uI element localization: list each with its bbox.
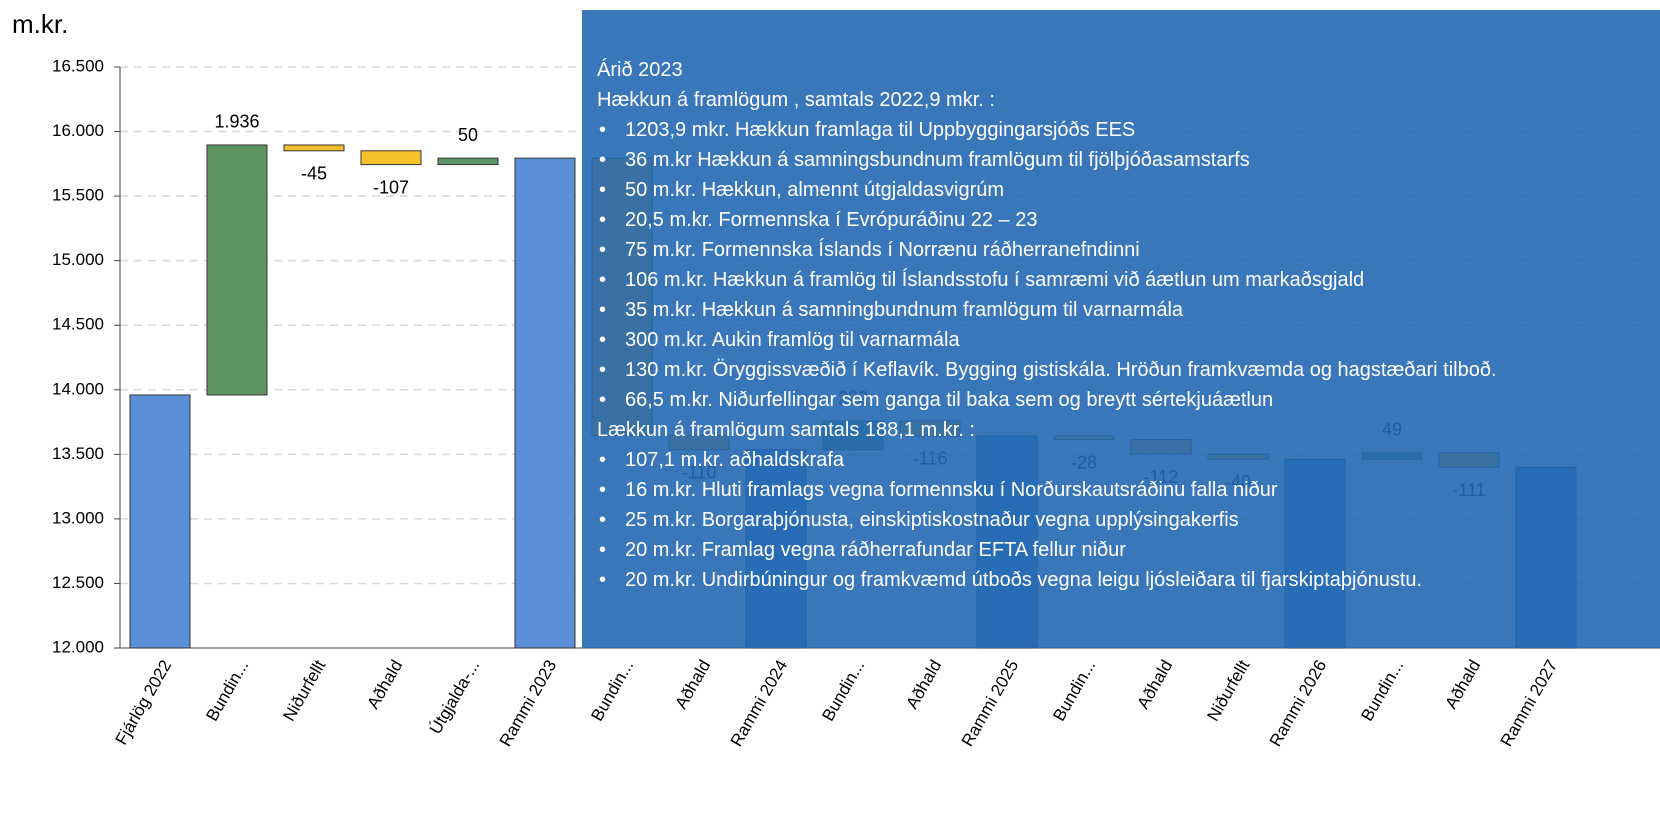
note-item: 107,1 m.kr. aðhaldskrafa: [599, 445, 1640, 475]
note-item: 130 m.kr. Öryggissvæðið í Keflavík. Bygg…: [599, 355, 1640, 385]
bar: [514, 157, 576, 649]
notes-title: Árið 2023: [597, 59, 683, 81]
x-tick-label: Rammi 2026: [1266, 657, 1331, 750]
value-label: 50: [458, 125, 478, 145]
y-tick-label: 15.000: [52, 250, 104, 269]
y-tick-label: 16.500: [52, 56, 104, 75]
y-tick-label: 13.000: [52, 508, 104, 527]
y-axis-title: m.kr.: [12, 9, 68, 39]
x-tick-label: Bundin...: [1357, 657, 1407, 725]
x-tick-label: Bundin...: [587, 657, 637, 725]
notes-box: Árið 2023 Hækkun á framlögum , samtals 2…: [582, 10, 1660, 648]
value-label: -107: [373, 177, 409, 197]
note-item: 1203,9 mkr. Hækkun framlaga til Uppbyggi…: [599, 115, 1640, 145]
y-tick-label: 12.000: [52, 637, 104, 656]
bar: [206, 144, 268, 396]
value-label: -45: [301, 164, 327, 184]
x-tick-label: Niðurfellt: [1203, 657, 1253, 725]
note-item: 36 m.kr Hækkun á samningsbundnum framlög…: [599, 145, 1640, 175]
decrease-list: 107,1 m.kr. aðhaldskrafa16 m.kr. Hluti f…: [597, 445, 1640, 595]
note-item: 25 m.kr. Borgaraþjónusta, einskiptiskost…: [599, 505, 1640, 535]
value-label: 1.936: [214, 112, 259, 132]
x-tick-label: Útgjalda-...: [426, 657, 484, 738]
bar: [437, 157, 499, 166]
y-tick-label: 16.000: [52, 121, 104, 140]
y-tick-label: 15.500: [52, 186, 104, 205]
x-tick-label: Rammi 2025: [958, 657, 1023, 750]
y-tick-label: 14.500: [52, 315, 104, 334]
note-item: 75 m.kr. Formennska Íslands í Norrænu rá…: [599, 235, 1640, 265]
note-item: 16 m.kr. Hluti framlags vegna formennsku…: [599, 475, 1640, 505]
note-item: 35 m.kr. Hækkun á samningbundnum framlög…: [599, 295, 1640, 325]
x-tick-label: Aðhald: [1133, 657, 1176, 712]
note-item: 66,5 m.kr. Niðurfellingar sem ganga til …: [599, 385, 1640, 415]
decrease-heading: Lækkun á framlögum samtals 188,1 m.kr. :: [597, 419, 975, 441]
y-tick-label: 12.500: [52, 573, 104, 592]
x-tick-label: Bundin...: [818, 657, 868, 725]
note-item: 20 m.kr. Undirbúningur og framkvæmd útbo…: [599, 565, 1640, 595]
y-tick-label: 14.000: [52, 379, 104, 398]
x-tick-label: Rammi 2027: [1497, 657, 1562, 750]
x-tick-label: Fjárlög 2022: [112, 657, 176, 748]
note-item: 50 m.kr. Hækkun, almennt útgjaldasvigrúm: [599, 175, 1640, 205]
bar: [360, 150, 422, 166]
x-tick-label: Aðhald: [363, 657, 406, 712]
x-tick-label: Aðhald: [671, 657, 714, 712]
bar: [283, 144, 345, 152]
x-tick-label: Rammi 2023: [496, 657, 561, 750]
x-tick-label: Aðhald: [1441, 657, 1484, 712]
bar: [129, 394, 191, 649]
note-item: 106 m.kr. Hækkun á framlög til Íslandsst…: [599, 265, 1640, 295]
x-tick-label: Niðurfellt: [279, 657, 329, 725]
note-item: 300 m.kr. Aukin framlög til varnarmála: [599, 325, 1640, 355]
increase-list: 1203,9 mkr. Hækkun framlaga til Uppbyggi…: [597, 115, 1640, 415]
x-tick-label: Aðhald: [902, 657, 945, 712]
increase-heading: Hækkun á framlögum , samtals 2022,9 mkr.…: [597, 89, 995, 111]
y-tick-label: 13.500: [52, 444, 104, 463]
note-item: 20 m.kr. Framlag vegna ráðherrafundar EF…: [599, 535, 1640, 565]
x-tick-label: Bundin...: [1049, 657, 1099, 725]
x-tick-label: Bundin...: [202, 657, 252, 725]
note-item: 20,5 m.kr. Formennska í Evrópuráðinu 22 …: [599, 205, 1640, 235]
x-tick-label: Rammi 2024: [727, 657, 792, 750]
